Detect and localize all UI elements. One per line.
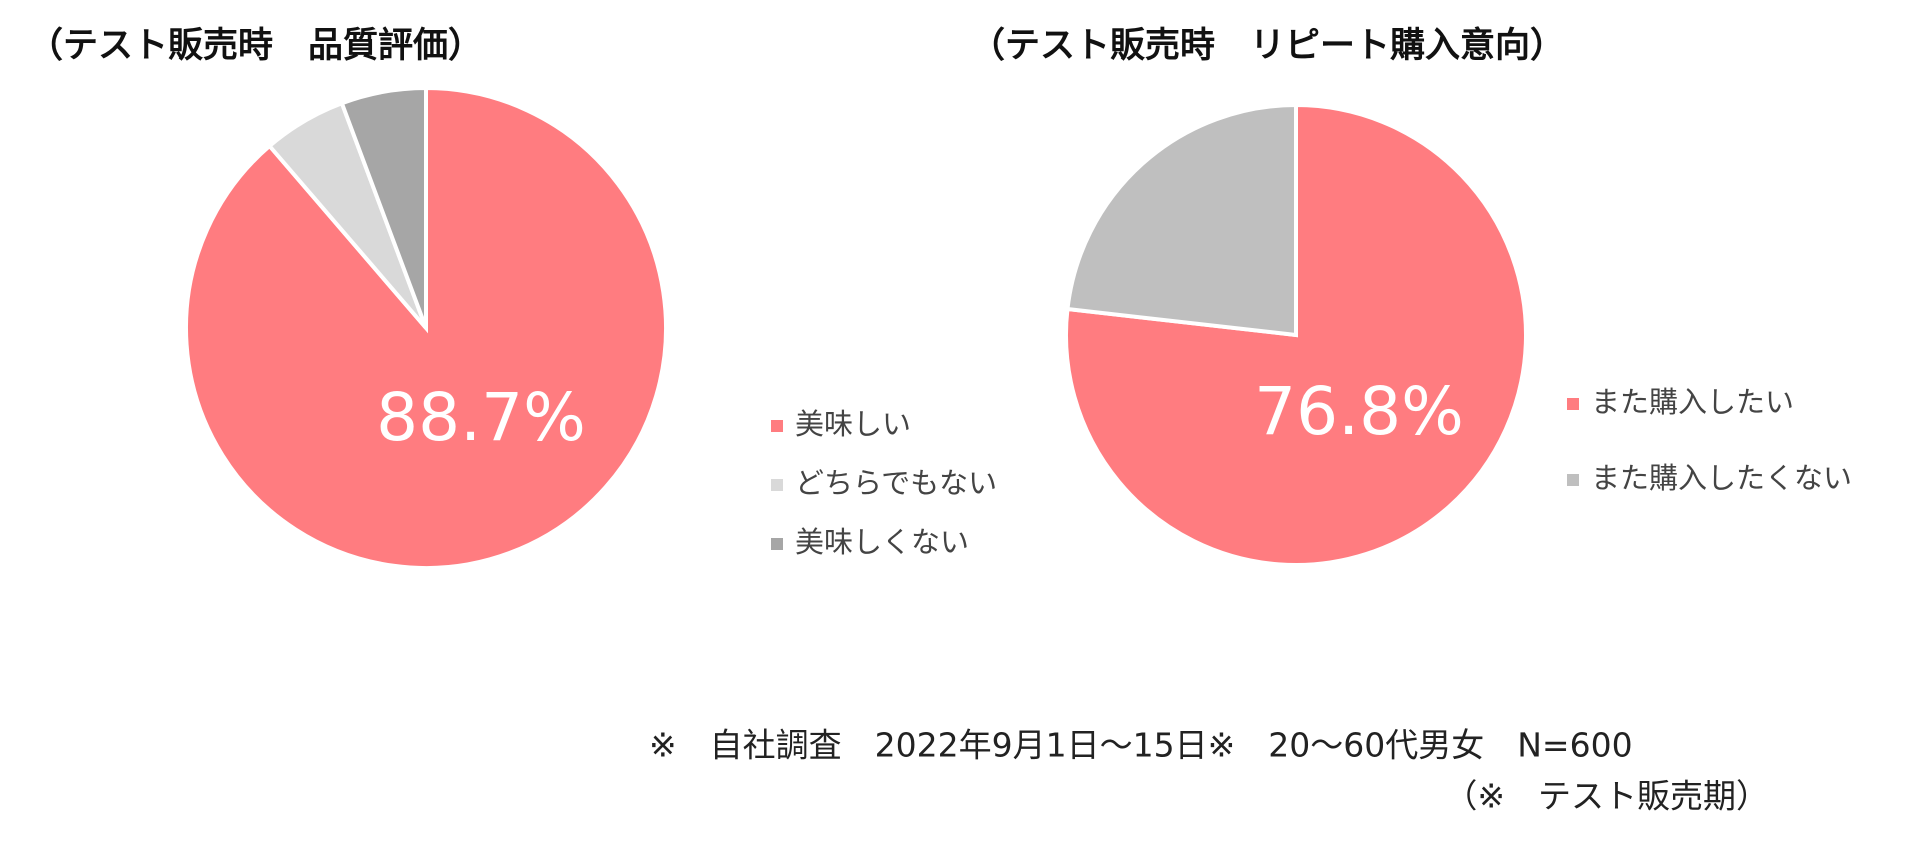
pie-slice bbox=[184, 85, 668, 570]
pie-slice bbox=[1065, 102, 1298, 338]
legend-swatch bbox=[771, 538, 783, 550]
legend-label: また購入したくない bbox=[1591, 461, 1852, 495]
legend-label: 美味しくない bbox=[795, 525, 969, 559]
chart-title: （テスト販売時 リピート購入意向） bbox=[970, 26, 1565, 66]
legend-label: 美味しい bbox=[795, 407, 911, 441]
pie-slice bbox=[1064, 102, 1528, 567]
pie-slice bbox=[339, 85, 428, 329]
footnote: （※ テスト販売期） bbox=[1444, 777, 1769, 816]
legend-swatch bbox=[771, 420, 783, 432]
legend-swatch bbox=[1567, 398, 1579, 410]
legend-swatch bbox=[1567, 474, 1579, 486]
legend-label: また購入したい bbox=[1591, 385, 1794, 419]
data-label: 88.7% bbox=[376, 379, 586, 456]
data-label: 76.8% bbox=[1254, 373, 1464, 450]
chart-title: （テスト販売時 品質評価） bbox=[28, 26, 483, 66]
legend-label: どちらでもない bbox=[795, 466, 997, 500]
footnote: ※ 自社調査 2022年9月1日～15日※ 20～60代男女 N=600 bbox=[649, 726, 1633, 765]
legend-swatch bbox=[771, 479, 783, 491]
